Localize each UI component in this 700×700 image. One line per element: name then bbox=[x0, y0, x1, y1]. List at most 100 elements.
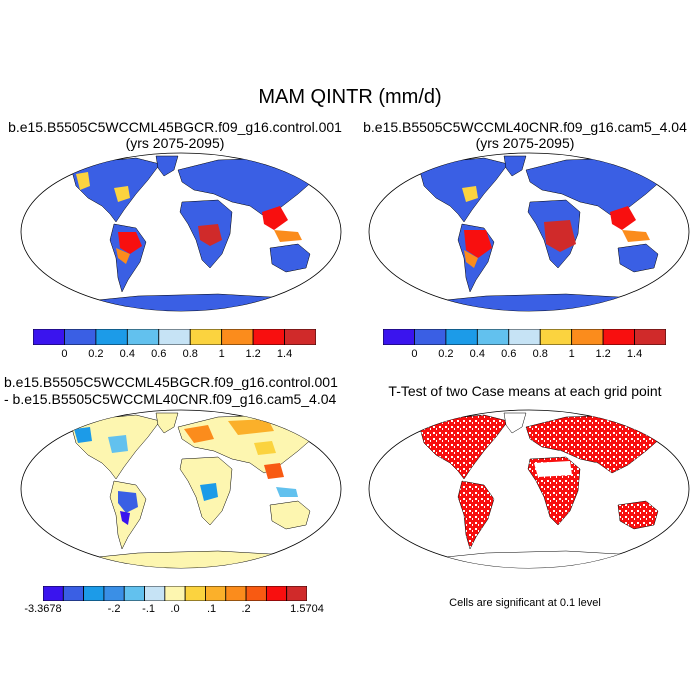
colorbar-tick-label: .0 bbox=[170, 603, 180, 615]
colorbar-tick-label: 0 bbox=[61, 348, 68, 360]
diff-pos-europe bbox=[184, 425, 214, 443]
diff-pos-china bbox=[254, 441, 276, 455]
panel-title-top-left-line1: b.e15.B5505C5WCCML45BGCR.f09_g16.control… bbox=[8, 119, 342, 135]
nonsig-sahara bbox=[534, 461, 572, 477]
colorbar-swatch bbox=[245, 585, 267, 602]
colorbar-tick-label: 0.8 bbox=[182, 348, 198, 360]
land-south-america bbox=[457, 480, 495, 550]
colorbar-swatch bbox=[634, 328, 667, 346]
land-australia bbox=[269, 243, 311, 273]
colorbar-swatch bbox=[602, 328, 635, 346]
mid-indonesia bbox=[274, 230, 302, 242]
map-top-right bbox=[368, 152, 690, 312]
colorbar-tick-label: 1.4 bbox=[276, 348, 293, 360]
panel-title-bottom-left-line1: b.e15.B5505C5WCCML45BGCR.f09_g16.control… bbox=[4, 374, 338, 390]
map-top-left bbox=[20, 152, 342, 312]
colorbar-swatch bbox=[62, 585, 85, 602]
colorbar-swatch bbox=[184, 585, 206, 602]
high-amazon-edge bbox=[116, 248, 130, 264]
colorbar-tick-label: 0.6 bbox=[501, 348, 517, 360]
diff-neg-indonesia bbox=[276, 487, 298, 497]
mid-nw-america bbox=[76, 172, 90, 190]
colorbar-swatch bbox=[95, 328, 128, 346]
colorbar-tick-label: 0.8 bbox=[532, 348, 548, 360]
colorbar-swatch bbox=[284, 328, 317, 346]
high-se-asia bbox=[610, 206, 636, 230]
significance-footnote: Cells are significant at 0.1 level bbox=[449, 597, 601, 609]
colorbar-swatch bbox=[32, 328, 65, 346]
colorbar-swatch bbox=[42, 585, 64, 602]
diff-neg-congo bbox=[200, 483, 218, 501]
colorbar-tick-label: -.1 bbox=[142, 603, 156, 615]
land-greenland bbox=[503, 155, 527, 177]
colorbar-swatch bbox=[508, 328, 541, 346]
land-north-america bbox=[417, 414, 509, 480]
diff-neg-amazon bbox=[118, 491, 138, 513]
map-bottom-right bbox=[368, 409, 690, 569]
panel-title-bottom-right: T-Test of two Case means at each grid po… bbox=[350, 383, 700, 399]
colorbar-tick-label: 1 bbox=[218, 348, 225, 360]
colorbar-swatch bbox=[414, 328, 447, 346]
colorbar-swatch bbox=[64, 328, 97, 346]
mid-eastern-us bbox=[462, 186, 478, 202]
panel-title-top-right-line2: (yrs 2075-2095) bbox=[475, 135, 575, 151]
high-amazon bbox=[464, 230, 492, 258]
colorbar-tick-label: 0.4 bbox=[469, 348, 485, 360]
colorbar-swatch bbox=[126, 328, 160, 346]
colorbar-swatch bbox=[539, 328, 573, 346]
colorbar-swatch bbox=[571, 328, 604, 346]
map-bottom-left bbox=[20, 409, 342, 569]
high-congo bbox=[544, 220, 576, 252]
land-australia bbox=[617, 243, 659, 273]
colorbar-top-left-labels: 0 0.2 0.4 0.6 0.8 1 1.2 1.4 bbox=[33, 348, 316, 362]
panel-title-top-left: b.e15.B5505C5WCCML45BGCR.f09_g16.control… bbox=[0, 119, 350, 151]
diff-neg-na-east bbox=[108, 435, 128, 453]
colorbar-tick-label: 0.4 bbox=[119, 348, 135, 360]
colorbar-tick-label: -3.3678 bbox=[24, 603, 62, 615]
colorbar-bottom-left bbox=[42, 585, 308, 602]
panel-title-top-right-line1: b.e15.B5505C5WCCML40CNR.f09_g16.cam5_4.0… bbox=[363, 119, 687, 135]
diff-pos-siberia bbox=[228, 419, 274, 435]
colorbar-top-right bbox=[382, 328, 667, 346]
colorbar-top-left-boxes bbox=[32, 328, 317, 346]
colorbar-tick-label: 1.5704 bbox=[290, 603, 324, 615]
panel-title-bottom-left: b.e15.B5505C5WCCML45BGCR.f09_g16.control… bbox=[4, 374, 338, 408]
colorbar-tick-label: 0.2 bbox=[88, 348, 104, 360]
colorbar-swatch bbox=[144, 585, 166, 602]
diff-neg-na-west bbox=[74, 427, 92, 443]
colorbar-top-left bbox=[32, 328, 317, 346]
colorbar-tick-label: 0.2 bbox=[438, 348, 454, 360]
land-greenland bbox=[155, 412, 179, 434]
panel-title-top-right: b.e15.B5505C5WCCML40CNR.f09_g16.cam5_4.0… bbox=[350, 119, 700, 151]
panel-title-top-left-line2: (yrs 2075-2095) bbox=[125, 135, 225, 151]
colorbar-swatch bbox=[205, 585, 227, 602]
colorbar-swatch bbox=[265, 585, 288, 602]
colorbar-swatch bbox=[286, 585, 308, 602]
high-se-asia bbox=[262, 206, 288, 230]
colorbar-swatch bbox=[189, 328, 223, 346]
colorbar-swatch bbox=[382, 328, 415, 346]
figure-title: MAM QINTR (mm/d) bbox=[258, 86, 442, 108]
colorbar-swatch bbox=[164, 585, 186, 602]
land-australia bbox=[269, 500, 311, 530]
colorbar-top-right-labels: 0 0.2 0.4 0.6 0.8 1 1.2 1.4 bbox=[383, 348, 666, 362]
panel-title-bottom-left-line2: - b.e15.B5505C5WCCML40CNR.f09_g16.cam5_4… bbox=[4, 391, 337, 407]
colorbar-swatch bbox=[123, 585, 145, 602]
colorbar-tick-label: 1.2 bbox=[245, 348, 261, 360]
colorbar-top-right-boxes bbox=[382, 328, 667, 346]
colorbar-tick-label: -.2 bbox=[107, 603, 121, 615]
colorbar-swatch bbox=[225, 585, 247, 602]
colorbar-tick-label: 0 bbox=[411, 348, 418, 360]
colorbar-tick-label: 1.2 bbox=[595, 348, 611, 360]
colorbar-swatch bbox=[445, 328, 478, 346]
mid-eastern-us bbox=[114, 186, 130, 202]
colorbar-swatch bbox=[83, 585, 105, 602]
colorbar-tick-label: .1 bbox=[206, 603, 217, 615]
diff-pos-se-asia bbox=[264, 463, 284, 479]
colorbar-swatch bbox=[252, 328, 285, 346]
high-congo bbox=[198, 224, 222, 246]
colorbar-swatch bbox=[103, 585, 125, 602]
land-australia bbox=[617, 500, 659, 530]
panel-title-bottom-right-line1: T-Test of two Case means at each grid po… bbox=[388, 383, 662, 399]
colorbar-swatch bbox=[221, 328, 254, 346]
